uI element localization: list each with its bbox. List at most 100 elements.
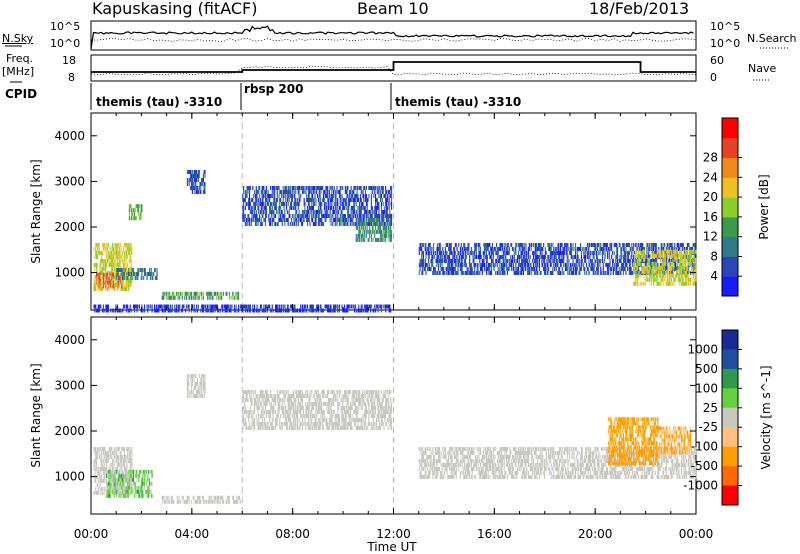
- scatter-cell-region-8: [591, 259, 593, 263]
- scatter-cell-region-2: [171, 495, 173, 500]
- scatter-cell-region-10: [126, 304, 128, 309]
- scatter-cell-region-8: [555, 263, 557, 267]
- scatter-cell-region-9: [686, 273, 688, 278]
- scatter-cell-region-9: [694, 257, 696, 262]
- scatter-cell-region-10: [267, 304, 269, 309]
- scatter-cell-region-6: [379, 225, 381, 230]
- scatter-cell-region-0: [103, 467, 105, 471]
- scatter-cell-region-5: [274, 198, 276, 202]
- scatter-cell-region-0: [96, 251, 98, 255]
- scatter-cell-region-10: [296, 308, 298, 313]
- scatter-cell-region-10: [311, 308, 313, 313]
- scatter-cell-region-2: [222, 495, 224, 500]
- scatter-cell-region-8: [630, 255, 632, 259]
- scatter-cell-region-9: [674, 253, 676, 258]
- scatter-cell-region-8: [431, 251, 433, 255]
- scatter-cell-region-8: [567, 271, 569, 275]
- scatter-cell-region-4: [251, 418, 253, 422]
- scatter-cell-region-8: [517, 267, 520, 271]
- scatter-cell-region-5: [290, 194, 292, 198]
- scatter-cell-region-6: [376, 217, 378, 222]
- scatter-cell-region-1: [109, 485, 111, 490]
- scatter-cell-region-8: [618, 267, 620, 271]
- scatter-cell-region-8: [438, 251, 441, 255]
- scatter-cell-region-5: [244, 194, 246, 198]
- scatter-cell-region-5: [245, 202, 247, 206]
- scatter-cell-region-8: [471, 271, 473, 275]
- scatter-cell-region-0: [111, 483, 113, 487]
- scatter-cell-region-4: [260, 390, 262, 394]
- scatter-cell-region-8: [454, 247, 456, 251]
- scatter-cell-region-8: [530, 243, 532, 247]
- scatter-cell-region-8: [548, 247, 550, 251]
- noise-right-tick-top: 10^5: [710, 20, 741, 33]
- scatter-cell-region-1: [133, 473, 135, 478]
- scatter-cell-region-8: [468, 251, 470, 255]
- scatter-cell-region-8: [533, 251, 535, 255]
- scatter-cell-region-8: [604, 243, 606, 247]
- scatter-cell-region-0: [112, 451, 114, 455]
- scatter-cell-region-5: [259, 194, 261, 198]
- scatter-cell-region-10: [207, 304, 209, 309]
- scatter-cell-region-8: [464, 255, 467, 259]
- scatter-cell-region-3: [201, 386, 203, 390]
- scatter-cell-region-9: [663, 261, 665, 266]
- scatter-cell-region-10: [294, 308, 296, 313]
- scatter-cell-region-3: [202, 378, 204, 382]
- scatter-cell-region-8: [562, 251, 564, 255]
- scatter-cell-region-8: [588, 263, 590, 267]
- scatter-cell-region-8: [596, 271, 598, 275]
- scatter-cell-region-8: [550, 271, 552, 275]
- scatter-cell-region-2: [140, 216, 142, 221]
- scatter-cell-region-8: [694, 267, 696, 271]
- scatter-cell-region-1: [133, 469, 135, 474]
- scatter-cell-region-8: [480, 267, 483, 271]
- scatter-cell-region-5: [333, 218, 335, 222]
- scatter-cell-region-8: [609, 243, 611, 247]
- scatter-cell-region-9: [655, 277, 657, 282]
- scatter-cell-region-8: [520, 271, 522, 275]
- scatter-cell-region-7: [147, 272, 149, 276]
- scatter-cell-region-8: [629, 263, 631, 267]
- scatter-cell-region-5: [270, 202, 272, 206]
- scatter-cell-region-8: [612, 259, 614, 263]
- scatter-cell-region-8: [582, 263, 584, 267]
- scatter-cell-region-8: [448, 247, 450, 251]
- scatter-cell-region-3: [204, 374, 206, 378]
- scatter-cell-region-8: [501, 247, 504, 251]
- scatter-cell-region-10: [361, 308, 363, 313]
- scatter-cell-region-6: [373, 221, 375, 226]
- scatter-cell-region-6: [363, 221, 365, 226]
- scatter-cell-region-8: [536, 267, 538, 271]
- scatter-cell-region-5: [264, 206, 267, 210]
- scatter-cell-region-3: [208, 291, 210, 296]
- scatter-cell-region-0: [95, 263, 97, 267]
- scatter-cell-region-10: [279, 304, 281, 309]
- scatter-cell-region-6: [355, 233, 357, 238]
- scatter-cell-region-3: [196, 382, 198, 386]
- scatter-cell-region-8: [654, 251, 656, 255]
- scatter-cell-region-0: [126, 471, 128, 475]
- scatter-cell-region-10: [154, 308, 156, 313]
- scatter-cell-region-4: [200, 190, 202, 194]
- scatter-cell-region-4: [243, 422, 245, 426]
- scatter-cell-region-5: [267, 190, 269, 194]
- scatter-cell-region-0: [112, 243, 114, 247]
- scatter-cell-region-5: [299, 186, 301, 190]
- scatter-cell-region-8: [514, 271, 516, 275]
- scatter-cell-region-8: [483, 251, 485, 255]
- scatter-cell-region-7: [126, 272, 128, 276]
- scatter-cell-region-8: [627, 251, 629, 255]
- scatter-cell-region-8: [601, 251, 604, 255]
- scatter-cell-region-0: [95, 455, 97, 459]
- scatter-cell-region-1: [112, 489, 114, 494]
- freq-right-tick-top: 60: [710, 54, 724, 67]
- scatter-cell-region-10: [366, 304, 368, 309]
- scatter-cell-region-8: [523, 263, 525, 267]
- scatter-cell-region-8: [518, 263, 520, 267]
- scatter-cell-region-7: [132, 276, 134, 280]
- scatter-cell-region-8: [598, 243, 600, 247]
- scatter-cell-region-5: [265, 206, 267, 210]
- scatter-cell-region-5: [385, 186, 387, 190]
- scatter-cell-region-0: [98, 471, 100, 475]
